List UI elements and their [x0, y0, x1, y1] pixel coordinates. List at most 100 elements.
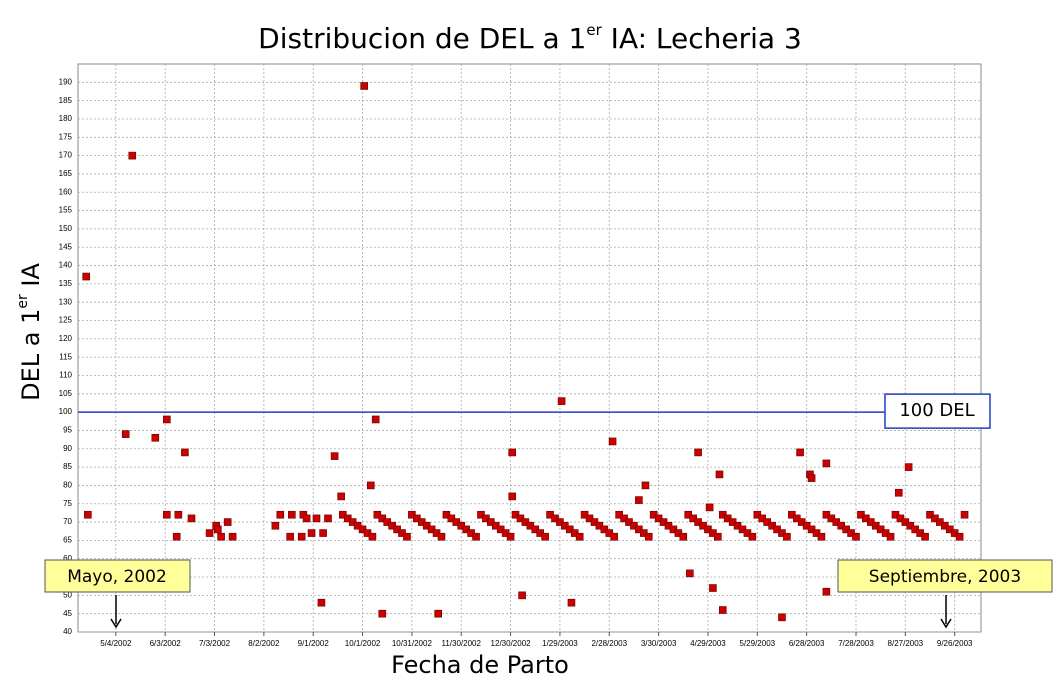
y-tick-label: 155 [59, 206, 73, 215]
y-tick-label: 175 [59, 132, 73, 141]
point [297, 532, 306, 541]
point [403, 532, 411, 541]
point [886, 532, 895, 541]
x-tick-label: 8/2/2002 [248, 639, 280, 648]
plot-area: 4045505560657075808590951001051101151201… [59, 63, 982, 648]
y-tick-label: 80 [63, 481, 72, 490]
point [709, 584, 717, 592]
point [715, 470, 724, 479]
y-label-text: DEL a 1 [17, 309, 45, 401]
point [807, 474, 816, 482]
point [705, 503, 714, 512]
point [217, 532, 225, 541]
point [271, 521, 280, 530]
point [635, 496, 643, 504]
point [163, 415, 171, 424]
point [174, 510, 183, 519]
point [644, 532, 653, 541]
point [360, 82, 368, 90]
y-tick-label: 60 [63, 554, 72, 563]
y-tick-label: 120 [59, 334, 73, 343]
y-tick-label: 150 [59, 224, 73, 233]
x-tick-label: 8/27/2003 [888, 639, 924, 648]
point [960, 510, 969, 519]
point [694, 448, 702, 457]
point [205, 529, 214, 537]
annotations: Mayo, 2002 Septiembre, 2003 [44, 559, 1053, 629]
y-tick-label: 160 [59, 187, 73, 196]
point [163, 510, 171, 519]
plot-background [77, 63, 982, 633]
y-tick-label: 135 [59, 279, 73, 288]
x-tick-label: 1/29/2003 [542, 639, 578, 648]
arrow-head [940, 618, 952, 629]
point [276, 510, 285, 519]
point [307, 529, 316, 537]
point [312, 514, 321, 523]
arrow-head [110, 618, 122, 629]
point [214, 525, 222, 534]
point [852, 532, 860, 541]
y-label-rest: IA [17, 263, 45, 295]
point [575, 532, 584, 541]
point [822, 587, 831, 596]
y-tick-label: 75 [63, 499, 72, 508]
point [337, 492, 345, 501]
x-tick-label: 3/30/2003 [641, 639, 677, 648]
annotation-box [837, 559, 1053, 593]
y-tick-label: 40 [63, 627, 72, 636]
point [228, 532, 237, 541]
point [921, 532, 929, 541]
point [783, 532, 791, 541]
point [541, 532, 549, 541]
x-axis-label: Fecha de Parto [391, 651, 569, 679]
point [608, 437, 617, 446]
point [378, 609, 387, 618]
y-axis-label: DEL a 1er IA [15, 263, 45, 401]
point [679, 532, 688, 541]
annotation-text: Septiembre, 2003 [869, 567, 1021, 587]
y-label-sup: er [15, 294, 31, 309]
point [286, 532, 294, 541]
x-tick-label: 9/26/2003 [937, 639, 973, 648]
y-tick-label: 70 [63, 517, 72, 526]
point [368, 532, 377, 541]
y-tick-label: 115 [59, 352, 72, 361]
y-tick-label: 45 [63, 609, 72, 618]
point [371, 415, 380, 424]
reference-label-box [884, 393, 991, 429]
point [817, 532, 826, 541]
x-tick-label: 10/31/2002 [392, 639, 433, 648]
point [172, 532, 181, 541]
point [567, 598, 576, 607]
y-tick-label: 95 [63, 426, 72, 435]
point [288, 510, 296, 519]
point [557, 397, 566, 405]
y-tick-label: 125 [59, 316, 73, 325]
y-tick-label: 105 [59, 389, 73, 398]
x-tick-label: 9/1/2002 [298, 639, 330, 648]
y-tick-label: 90 [63, 444, 72, 453]
y-tick-label: 130 [59, 297, 73, 306]
point [894, 488, 903, 497]
point [778, 613, 786, 622]
annotation-text: Mayo, 2002 [67, 567, 167, 587]
point [508, 492, 517, 501]
point [302, 514, 311, 523]
y-tick-label: 185 [59, 96, 73, 105]
point [82, 272, 91, 281]
x-tick-label: 6/28/2003 [789, 639, 825, 648]
title-sup: er [586, 21, 602, 39]
point [84, 510, 92, 519]
x-tick-label: 6/3/2002 [150, 639, 182, 648]
point [317, 598, 326, 607]
y-tick-label: 110 [59, 371, 72, 380]
y-tick-label: 180 [59, 114, 73, 123]
point [718, 606, 727, 614]
point [472, 532, 480, 541]
point [904, 463, 913, 471]
x-tick-label: 12/30/2002 [491, 639, 532, 648]
x-tick-label: 10/1/2002 [345, 639, 381, 648]
point [518, 591, 526, 600]
point [223, 518, 232, 526]
